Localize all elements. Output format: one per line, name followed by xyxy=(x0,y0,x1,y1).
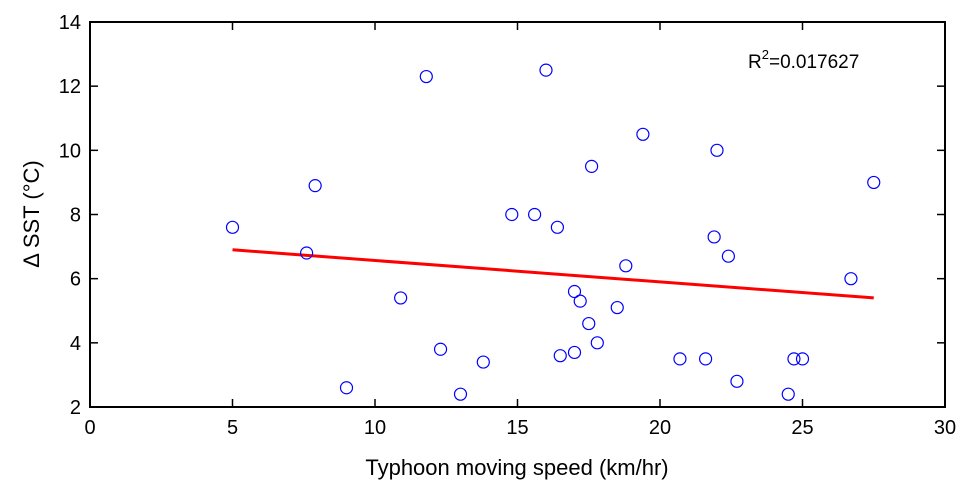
y-tick-label: 2 xyxy=(70,397,81,419)
x-tick-label: 20 xyxy=(649,417,671,439)
data-point xyxy=(721,249,736,263)
data-point xyxy=(787,352,801,366)
y-tick-label: 14 xyxy=(59,12,81,34)
y-tick-label: 6 xyxy=(70,269,81,291)
data-point xyxy=(308,179,322,193)
data-point xyxy=(673,352,687,366)
data-point xyxy=(582,316,596,331)
data-point xyxy=(300,246,314,260)
x-tick-label: 30 xyxy=(934,417,956,439)
data-point xyxy=(573,294,587,308)
data-point xyxy=(636,127,650,141)
data-point xyxy=(553,349,567,363)
data-point xyxy=(453,387,468,401)
data-point xyxy=(730,374,744,388)
x-tick-label: 25 xyxy=(791,417,813,439)
x-tick-label: 0 xyxy=(84,417,95,439)
data-point xyxy=(781,387,795,401)
y-tick-label: 10 xyxy=(59,140,81,162)
x-tick-label: 15 xyxy=(506,417,528,439)
data-point xyxy=(610,300,624,315)
data-point xyxy=(550,220,565,234)
data-point xyxy=(867,175,881,190)
plot-frame xyxy=(89,21,946,408)
r-squared-annotation: R2=0.017627 xyxy=(748,47,859,73)
y-tick-label: 12 xyxy=(59,76,81,98)
regression-line xyxy=(232,248,874,300)
data-point xyxy=(795,352,810,366)
data-point xyxy=(339,381,354,395)
data-point xyxy=(590,336,604,350)
y-axis-title: Δ SST (°C) xyxy=(19,160,44,267)
data-point xyxy=(567,345,582,360)
data-point xyxy=(419,69,433,84)
data-point xyxy=(619,259,633,273)
y-tick-label: 4 xyxy=(70,333,81,355)
data-point xyxy=(476,355,490,369)
data-point xyxy=(527,207,542,222)
x-tick-label: 10 xyxy=(364,417,386,439)
data-point xyxy=(567,284,582,299)
x-tick-label: 5 xyxy=(227,417,238,439)
data-point xyxy=(539,63,553,77)
y-tick-label: 8 xyxy=(70,205,81,227)
data-point xyxy=(584,159,599,173)
data-point xyxy=(433,342,448,356)
data-point xyxy=(844,272,858,286)
data-point xyxy=(710,143,724,157)
x-axis-title: Typhoon moving speed (km/hr) xyxy=(365,455,668,480)
data-point xyxy=(707,230,721,244)
data-point xyxy=(505,207,519,222)
data-point xyxy=(698,352,713,366)
data-point xyxy=(225,220,240,234)
data-point xyxy=(394,291,408,305)
